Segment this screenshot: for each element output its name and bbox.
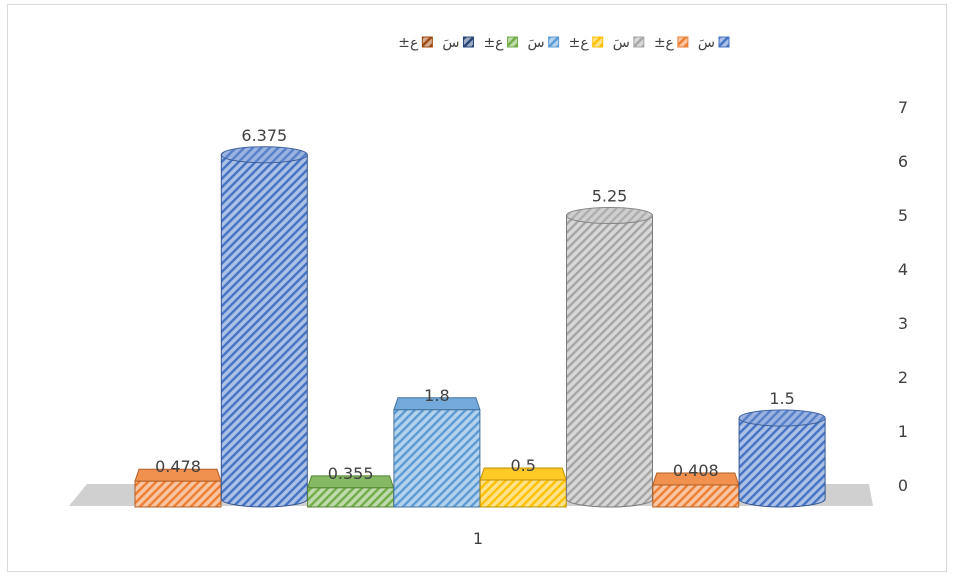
legend-label: ±ع [654,35,675,51]
y-tick-label: 1 [898,422,908,441]
legend-label: سَ [613,35,630,51]
legend-label: ±ع [569,35,590,51]
legend-swatch [718,36,730,48]
data-labels: 0.478 6.375 0.355 1.8 0.5 5.25 0.408 1.5 [155,126,795,483]
legend-label: سَ [698,35,715,51]
legend-entry: ±ع [483,35,519,51]
y-tick-label: 3 [898,314,908,333]
bars [134,146,826,508]
legend-label: سَ [528,35,545,51]
data-label: 1.5 [769,389,794,408]
bar [738,409,826,508]
y-tick-label: 0 [898,476,908,495]
legend-entry: سَ [528,35,560,51]
x-axis: 1 [473,529,483,548]
y-tick-label: 5 [898,206,908,225]
data-label: 5.25 [592,187,628,206]
legend-label: سَ [442,35,459,51]
bar [393,397,481,508]
data-label: 0.355 [328,464,374,483]
bar [134,468,222,508]
data-label: 1.8 [424,386,449,405]
data-label: 0.478 [155,457,201,476]
legend-entry: ±ع [398,35,433,51]
y-tick-label: 7 [898,98,908,117]
bar [306,475,395,508]
legend-swatch [548,36,560,48]
bar [220,146,308,508]
legend-swatch [462,36,474,48]
legend-label: ±ع [483,35,504,51]
x-tick-label: 1 [473,529,483,548]
legend-entry: سَ [442,35,474,51]
legend-swatch [677,36,689,48]
y-tick-label: 6 [898,152,908,171]
legend-swatch [633,36,645,48]
y-axis: 0 1 2 3 4 5 6 7 [898,98,908,495]
bar [652,472,740,508]
y-tick-label: 2 [898,368,908,387]
bar [566,207,653,508]
data-label: 6.375 [241,126,287,145]
legend: سَ ±ع سَ ±ع سَ ±ع سَ ±ع [398,35,730,51]
legend-swatch [507,36,519,48]
legend-entry: ±ع [654,35,689,51]
legend-label: ±ع [398,35,419,51]
legend-entry: ±ع [569,35,604,51]
legend-swatch [421,36,433,48]
data-label: 0.408 [673,461,719,480]
legend-swatch [592,36,604,48]
legend-entry: سَ [698,35,730,51]
y-tick-label: 4 [898,260,908,279]
data-label: 0.5 [510,456,535,475]
legend-entry: سَ [613,35,645,51]
